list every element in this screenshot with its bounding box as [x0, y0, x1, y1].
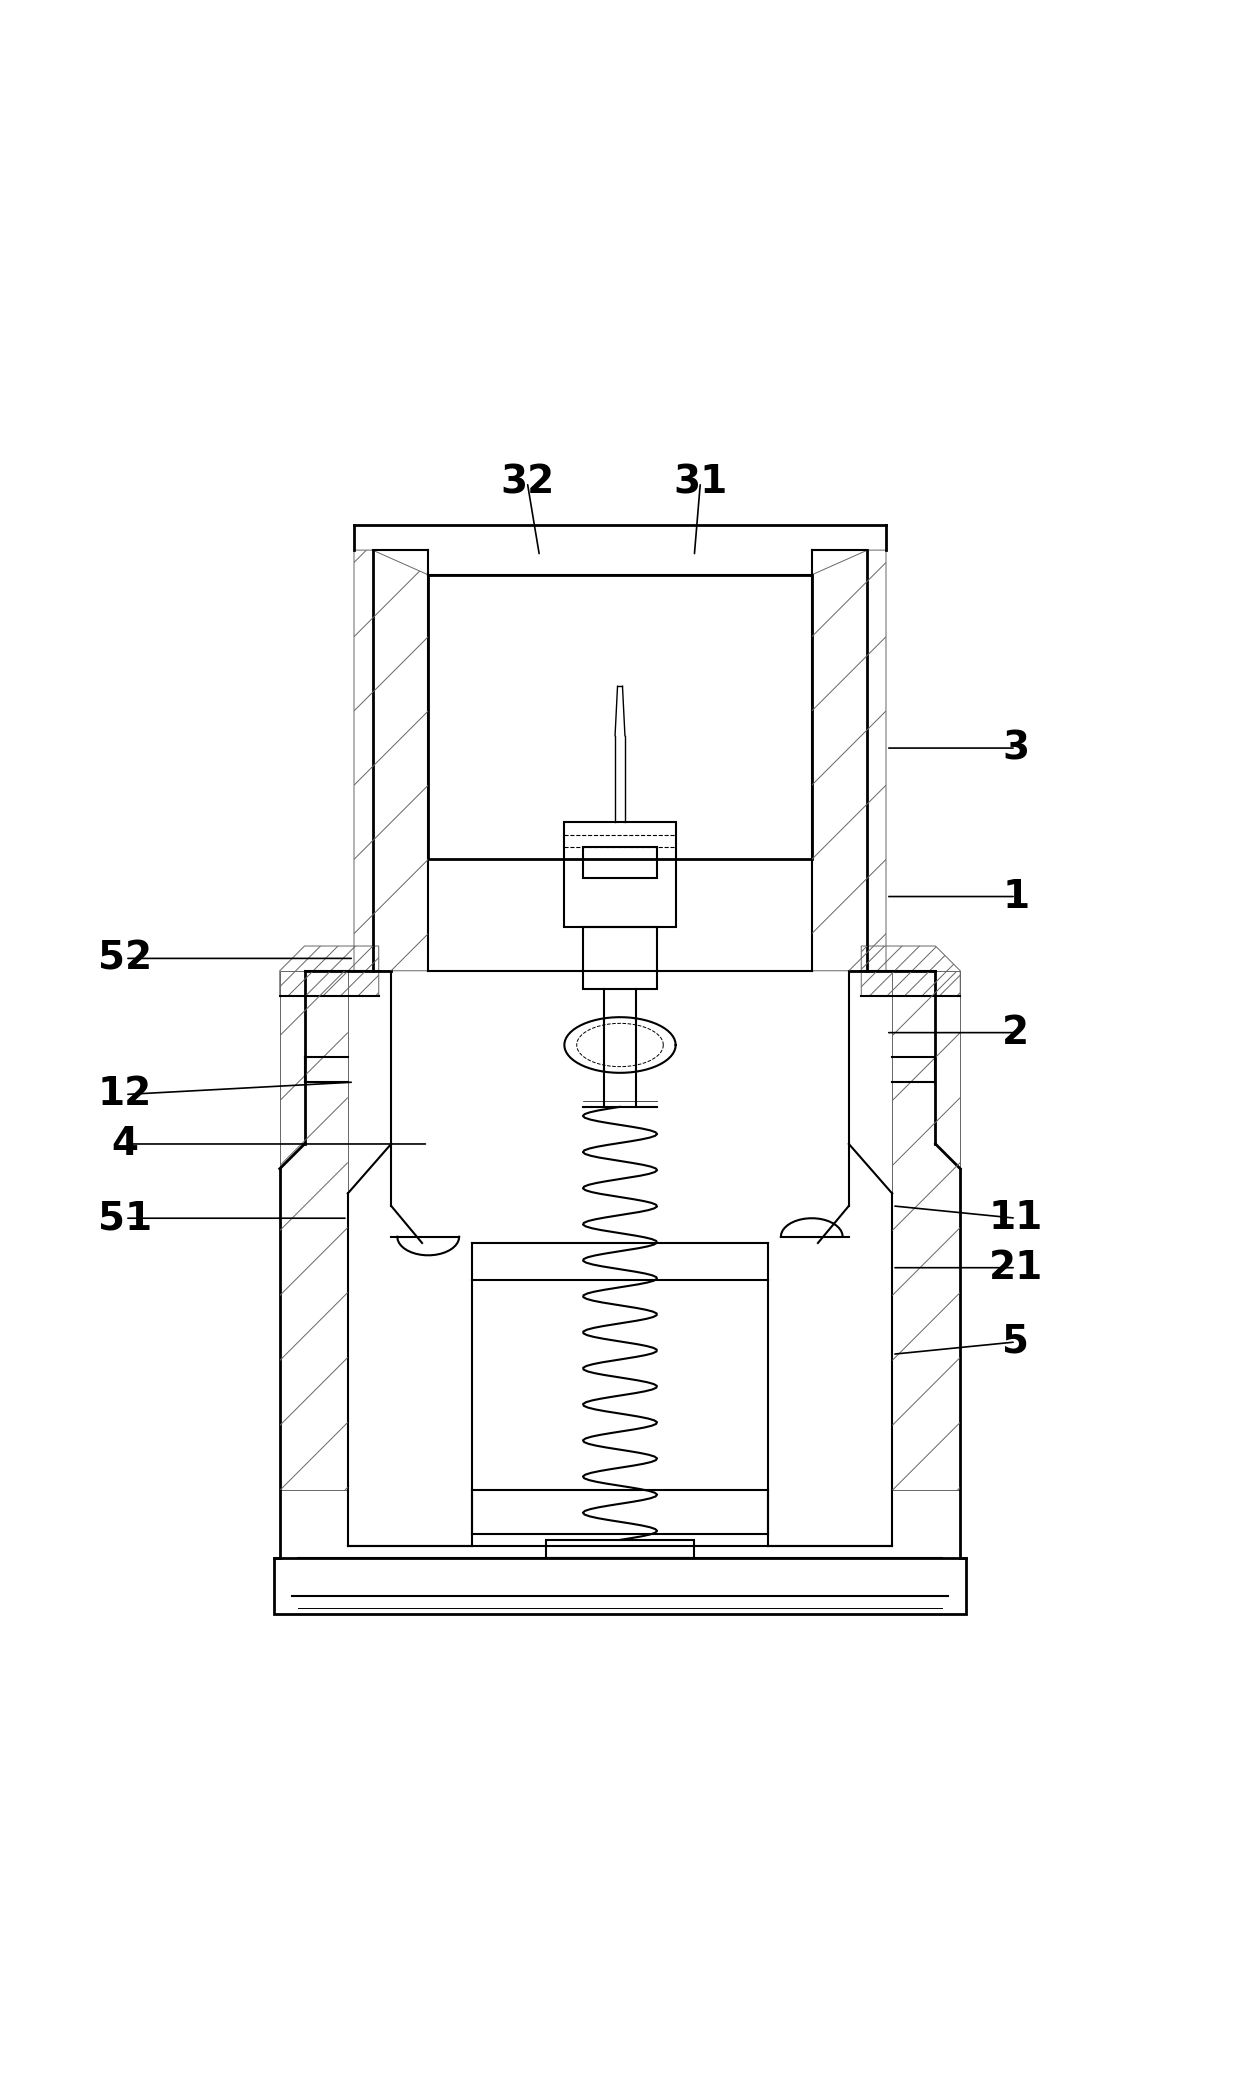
- Text: 51: 51: [98, 1200, 153, 1237]
- Text: 1: 1: [1002, 878, 1029, 915]
- Text: 3: 3: [1002, 729, 1029, 767]
- Bar: [583, 928, 657, 989]
- Text: 32: 32: [500, 464, 554, 502]
- Bar: [428, 575, 812, 859]
- Text: 4: 4: [112, 1124, 139, 1162]
- Text: 12: 12: [98, 1076, 153, 1114]
- Bar: [546, 1540, 694, 1559]
- Text: 11: 11: [988, 1200, 1043, 1237]
- Text: 5: 5: [1002, 1323, 1029, 1361]
- Text: 2: 2: [1002, 1014, 1029, 1051]
- Bar: [274, 1559, 966, 1613]
- Text: 31: 31: [673, 464, 728, 502]
- Bar: [583, 846, 657, 878]
- Text: 52: 52: [98, 938, 153, 978]
- Bar: [564, 821, 676, 928]
- Text: 21: 21: [988, 1248, 1043, 1287]
